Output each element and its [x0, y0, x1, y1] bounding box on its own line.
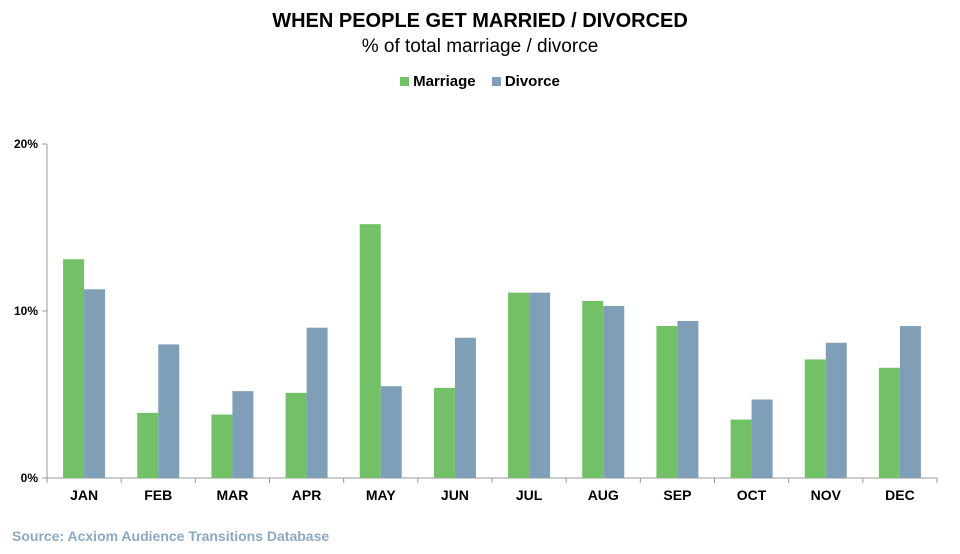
- y-tick-label: 20%: [14, 137, 38, 151]
- bar-marriage-may: [359, 224, 381, 478]
- legend: Marriage Divorce: [0, 73, 960, 90]
- x-tick-label: AUG: [588, 487, 619, 503]
- bar-marriage-jul: [508, 292, 530, 478]
- bar-divorce-jan: [84, 289, 106, 478]
- bar-divorce-dec: [899, 326, 921, 478]
- legend-label-marriage: Marriage: [413, 73, 476, 90]
- chart-title: WHEN PEOPLE GET MARRIED / DIVORCED: [272, 10, 688, 32]
- legend-item-marriage: Marriage: [400, 73, 476, 90]
- x-tick-label: MAY: [366, 487, 396, 503]
- bar-marriage-nov: [804, 359, 826, 478]
- x-tick-label: APR: [292, 487, 322, 503]
- x-tick-label: OCT: [737, 487, 767, 503]
- bar-divorce-oct: [751, 399, 773, 478]
- bar-marriage-feb: [137, 412, 159, 478]
- bar-divorce-nov: [825, 342, 847, 478]
- legend-item-divorce: Divorce: [491, 73, 560, 90]
- x-tick-label: MAR: [216, 487, 248, 503]
- legend-swatch-divorce: [491, 77, 501, 86]
- x-tick-label: SEP: [663, 487, 691, 503]
- bar-divorce-feb: [158, 344, 180, 478]
- x-tick-label: DEC: [885, 487, 915, 503]
- bar-marriage-jun: [433, 387, 455, 478]
- legend-swatch-marriage: [400, 77, 410, 86]
- bar-marriage-aug: [582, 300, 604, 478]
- bar-divorce-jul: [529, 292, 551, 478]
- bar-marriage-sep: [656, 326, 678, 478]
- x-tick-label: JAN: [70, 487, 98, 503]
- bar-marriage-mar: [211, 414, 233, 478]
- bar-marriage-dec: [878, 367, 900, 478]
- bar-marriage-apr: [285, 392, 307, 478]
- bar-divorce-jun: [454, 337, 476, 478]
- bar-marriage-jan: [63, 259, 85, 478]
- chart-subtitle: % of total marriage / divorce: [361, 36, 599, 57]
- bar-marriage-oct: [730, 419, 752, 478]
- x-tick-label: JUL: [516, 487, 543, 503]
- bar-divorce-apr: [306, 327, 328, 478]
- y-tick-label: 0%: [21, 471, 39, 485]
- y-tick-label: 10%: [14, 304, 38, 318]
- x-tick-label: JUN: [441, 487, 469, 503]
- bar-divorce-mar: [232, 391, 254, 478]
- x-tick-label: NOV: [811, 487, 842, 503]
- source-note: Source: Acxiom Audience Transitions Data…: [12, 528, 330, 544]
- bar-divorce-may: [380, 386, 402, 478]
- x-tick-label: FEB: [144, 487, 172, 503]
- bar-divorce-sep: [677, 321, 699, 478]
- legend-label-divorce: Divorce: [504, 73, 560, 90]
- bar-divorce-aug: [603, 305, 625, 478]
